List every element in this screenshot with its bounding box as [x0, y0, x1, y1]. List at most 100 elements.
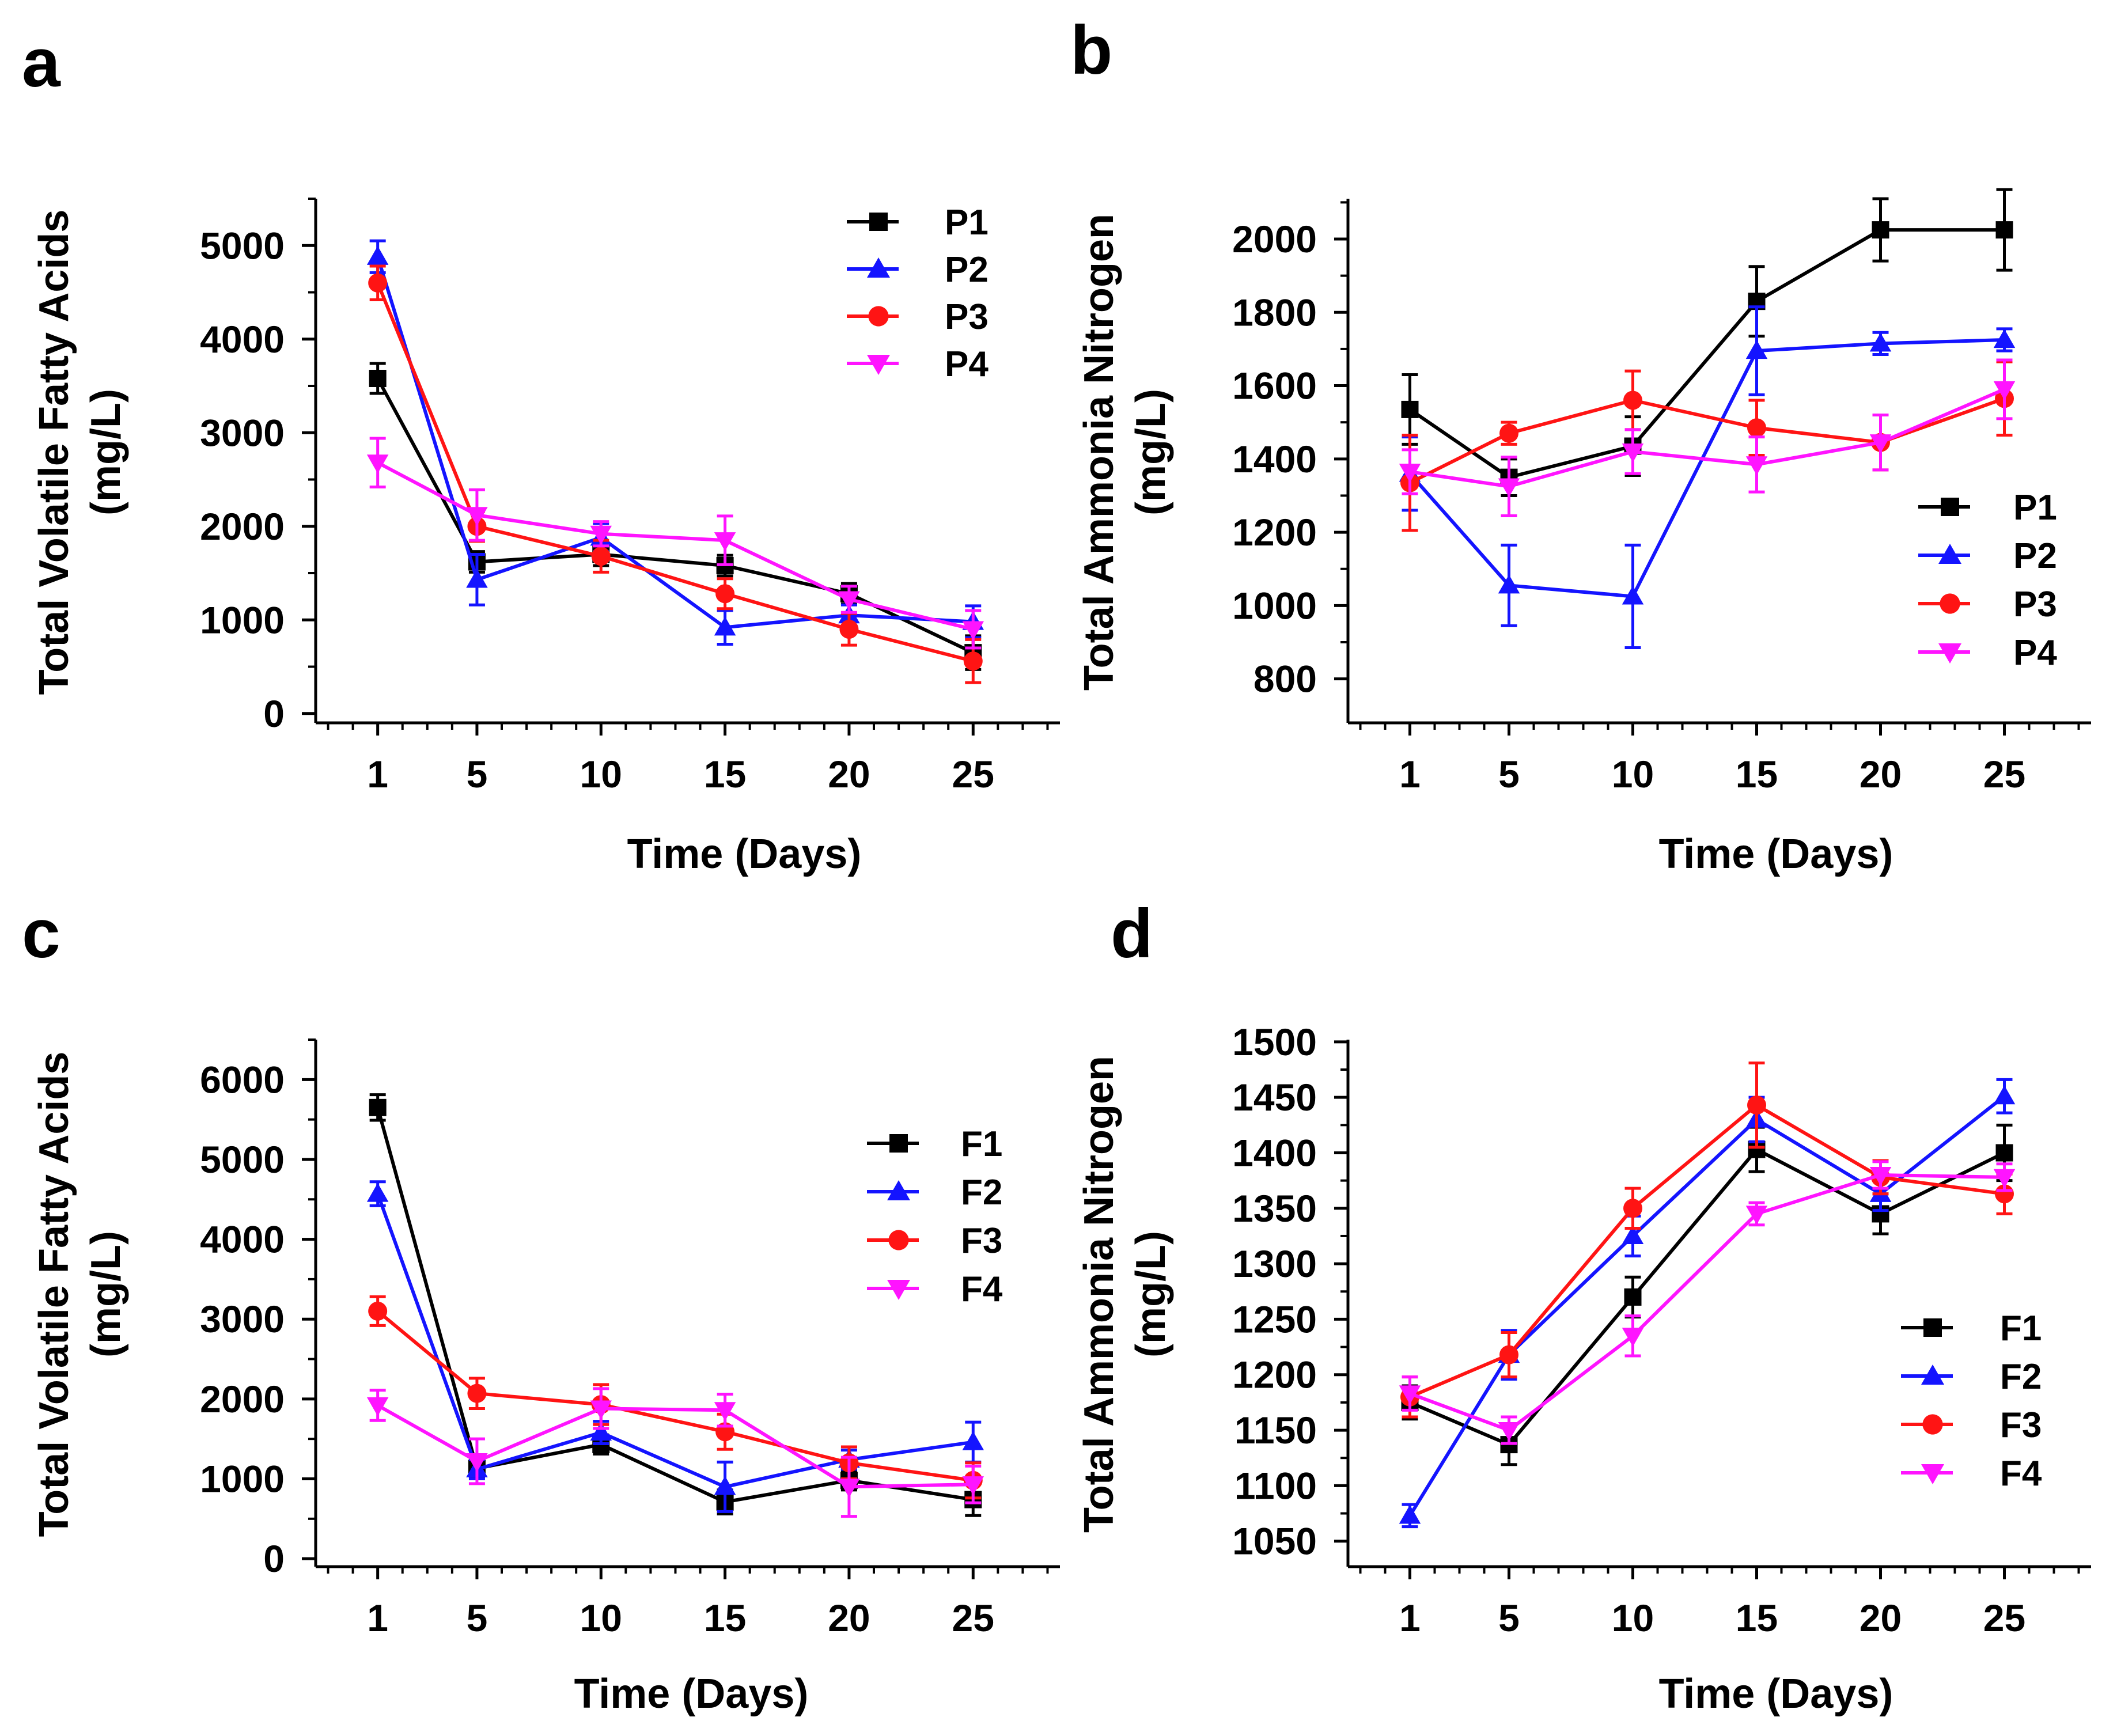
data-point-F4 — [1498, 1422, 1520, 1441]
x-tick-label: 25 — [952, 1597, 994, 1639]
data-point-F4 — [590, 1400, 612, 1420]
x-tick-label: 25 — [1983, 753, 2025, 795]
y-tick-label: 1100 — [1234, 1464, 1317, 1507]
legend-label: P2 — [2013, 536, 2057, 576]
x-tick-label: 10 — [580, 753, 622, 795]
data-point-P3 — [591, 547, 611, 566]
x-tick-label: 10 — [1612, 1597, 1654, 1639]
x-tick-label: 5 — [1498, 753, 1520, 795]
legend-marker — [868, 306, 889, 327]
legend-label: P3 — [2013, 585, 2057, 624]
data-point-F4 — [1869, 1166, 1892, 1186]
data-point-F3 — [1499, 1345, 1518, 1364]
x-tick-label: 20 — [828, 1597, 870, 1639]
plot-area: 1 5 10 15 20 250100020003000400050006000F1F2F… — [200, 1038, 1060, 1639]
y-tick-label: 1200 — [1232, 1354, 1317, 1396]
y-axis-title: Total Volatile Fatty Acids — [31, 210, 77, 695]
data-point-P1 — [1872, 221, 1889, 239]
y-tick-label: 3000 — [200, 411, 285, 454]
data-point-P3 — [1623, 391, 1642, 410]
legend-label: P1 — [2013, 488, 2057, 528]
series-line-P2 — [376, 256, 974, 630]
data-point-P1 — [1995, 221, 2013, 239]
series-line-P4 — [1410, 388, 2005, 488]
panel-letter: a — [22, 24, 61, 101]
y-tick-label: 3000 — [200, 1298, 285, 1340]
series-line-F3 — [376, 1310, 974, 1483]
y-tick-label: 1400 — [1232, 1131, 1317, 1174]
data-point-P2 — [1745, 340, 1768, 359]
x-tick-label: 20 — [828, 753, 870, 795]
data-point-P4 — [590, 525, 612, 545]
legend-label: P1 — [945, 203, 989, 242]
series-line-F4 — [1409, 1173, 2005, 1432]
data-point-P3 — [963, 651, 983, 671]
legend-marker — [888, 1230, 909, 1250]
legend-marker — [889, 1134, 908, 1153]
data-point-F2 — [590, 1422, 612, 1441]
data-point-P4 — [838, 591, 860, 611]
series-line-F1 — [1409, 1147, 2005, 1447]
data-point-F4 — [1622, 1328, 1644, 1347]
data-point-P3 — [368, 273, 388, 293]
y-tick-label: 1000 — [1232, 584, 1317, 627]
data-point-F4 — [714, 1402, 736, 1422]
legend-marker — [887, 1180, 910, 1200]
series-line-F3 — [1409, 1103, 2005, 1399]
data-point-F4 — [838, 1479, 860, 1498]
legend-marker — [867, 257, 890, 278]
data-point-F3 — [1747, 1096, 1766, 1115]
x-axis-title: Time (Days) — [574, 1671, 809, 1717]
legend-label: F3 — [961, 1221, 1002, 1261]
y-tick-label: 2000 — [200, 1378, 285, 1420]
y-tick-label: 1400 — [1232, 438, 1317, 480]
data-point-P3 — [839, 620, 859, 639]
panel-letter: c — [22, 895, 60, 972]
x-tick-label: 5 — [1498, 1597, 1520, 1639]
data-point-P4 — [1399, 464, 1421, 483]
series-line-P1 — [1408, 228, 2005, 479]
legend-label: P4 — [2013, 633, 2057, 673]
series-line-P2 — [1408, 338, 2005, 598]
data-point-F3 — [368, 1301, 388, 1321]
data-point-P1 — [1401, 400, 1419, 418]
data-point-F2 — [1622, 1225, 1644, 1245]
x-axis-title: Time (Days) — [1659, 1671, 1893, 1717]
x-tick-label: 25 — [952, 753, 994, 795]
legend-marker — [1941, 498, 1959, 516]
x-tick-label: 1 — [367, 1597, 388, 1639]
panel-c: c Total Volatile Fatty Acids (mg/L) Time… — [22, 895, 1060, 1717]
y-axis-unit: (mg/L) — [83, 389, 129, 516]
data-point-P4 — [466, 507, 488, 526]
plot-area: 1 5 10 15 20 25800100012001400160018002000P1P… — [1232, 188, 2091, 795]
x-tick-label: 15 — [1736, 753, 1778, 795]
panel-a: a Total Volatile Fatty Acids (mg/L) Time… — [22, 24, 1060, 877]
panel-b: b Total Ammonia Nitrogen (mg/L) Time (Da… — [1070, 12, 2091, 877]
data-point-F2 — [714, 1476, 736, 1495]
legend-label: F3 — [2000, 1405, 2042, 1445]
panel-letter: d — [1111, 895, 1153, 972]
data-point-F4 — [1745, 1206, 1768, 1225]
y-axis-unit: (mg/L) — [83, 1231, 129, 1358]
y-axis-title: Total Ammonia Nitrogen — [1076, 214, 1122, 691]
data-point-P1 — [369, 370, 387, 387]
data-point-F2 — [1993, 1085, 2016, 1105]
y-tick-label: 0 — [263, 1537, 285, 1580]
legend: P1 P2 P3 P4 — [847, 203, 989, 384]
data-point-P2 — [1498, 574, 1520, 594]
data-point-F2 — [1399, 1504, 1421, 1524]
y-tick-label: 4000 — [200, 1218, 285, 1261]
legend-marker — [867, 355, 890, 375]
legend: P1 P2 P3 P4 — [1918, 488, 2057, 673]
legend-marker — [1921, 1364, 1944, 1385]
legend-marker — [1922, 1414, 1943, 1435]
x-tick-label: 15 — [1736, 1597, 1778, 1639]
data-point-P2 — [1869, 332, 1892, 352]
data-point-P4 — [366, 454, 389, 473]
y-tick-label: 1350 — [1232, 1187, 1317, 1230]
y-axis-unit: (mg/L) — [1128, 389, 1174, 516]
data-point-F4 — [1399, 1385, 1421, 1405]
legend-label: F1 — [2000, 1309, 2042, 1348]
